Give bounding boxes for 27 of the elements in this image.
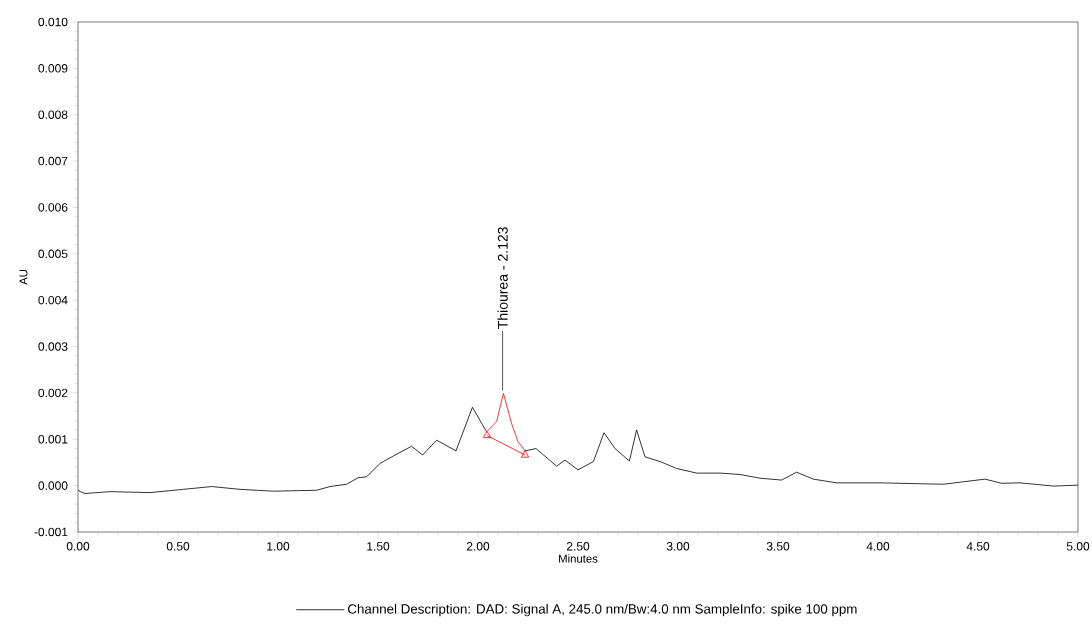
x-tick-label: 5.00	[1066, 542, 1090, 551]
y-tick-label: 0.006	[38, 203, 68, 212]
x-axis-title: Minutes	[559, 554, 598, 563]
legend-label: Channel Description: DAD: Signal A, 245.0 nm/Bw:4.0 nm SampleInfo: spike 100 ppm	[348, 603, 857, 617]
y-tick-label: 0.002	[38, 388, 68, 398]
y-tick-label: 0.010	[38, 17, 68, 27]
y-tick-label: -0.001	[34, 527, 68, 537]
x-tick-label: 2.50	[566, 542, 590, 551]
x-tick-label: 1.00	[267, 542, 290, 551]
x-tick-label: 3.00	[666, 542, 690, 551]
annotation: Thiourea - 2.123	[497, 227, 508, 329]
y-tick-label: 0.007	[38, 156, 68, 166]
y-tick-label: 0.009	[38, 64, 68, 73]
y-tick-label: 0.000	[38, 481, 68, 490]
x-tick-label: 4.50	[966, 542, 990, 551]
y-tick-label: 0.008	[38, 110, 68, 119]
y-tick-label: 0.001	[38, 435, 68, 444]
x-tick-label: 4.00	[866, 542, 890, 551]
x-tick-label: 1.50	[367, 542, 390, 551]
y-tick-label: 0.003	[38, 342, 68, 351]
y-tick-label: 0.004	[38, 295, 68, 305]
y-axis-title: AU	[19, 269, 28, 285]
x-tick-label: 2.00	[466, 542, 490, 551]
x-tick-label: 0.50	[166, 542, 190, 551]
y-tick-label: 0.005	[38, 249, 68, 259]
x-tick-label: 0.00	[66, 542, 90, 551]
x-tick-label: 3.50	[766, 542, 790, 551]
